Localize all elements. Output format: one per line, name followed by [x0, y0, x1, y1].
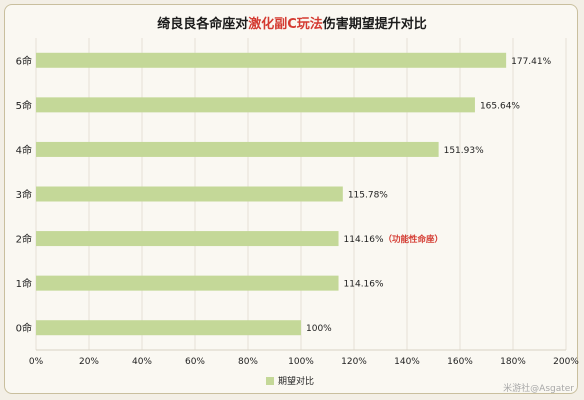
category-label: 0命: [16, 322, 32, 335]
category-label: 4命: [16, 143, 32, 156]
value-label: 151.93%: [444, 146, 484, 156]
value-label: 115.78%: [348, 191, 388, 201]
value-label: 114.16%: [344, 280, 384, 290]
x-tick-label: 0%: [29, 357, 44, 367]
legend-label: 期望对比: [278, 375, 314, 387]
watermark: 米游社@Asgater: [503, 384, 574, 394]
bar-annotation: （功能性命座）: [384, 234, 444, 245]
value-label: 114.16%: [344, 235, 384, 245]
category-label: 2命: [16, 233, 32, 246]
x-tick-label: 80%: [238, 357, 258, 367]
category-label: 1命: [16, 277, 32, 290]
category-label: 6命: [16, 54, 32, 67]
bar: [36, 52, 507, 68]
x-tick-label: 100%: [288, 357, 314, 367]
value-label: 100%: [306, 324, 332, 334]
value-label: 177.41%: [511, 57, 551, 67]
x-tick-label: 40%: [132, 357, 152, 367]
bar: [36, 186, 343, 202]
bar: [36, 141, 439, 157]
legend-swatch: [266, 377, 274, 385]
x-tick-label: 140%: [394, 357, 420, 367]
title-part-1: 绮良良各命座对: [157, 17, 249, 32]
x-tick-label: 20%: [79, 357, 99, 367]
category-label: 5命: [16, 99, 32, 112]
bar: [36, 320, 301, 336]
x-tick-label: 200%: [553, 357, 579, 367]
bar: [36, 231, 339, 247]
value-label: 165.64%: [480, 101, 520, 111]
x-tick-label: 120%: [341, 357, 367, 367]
chart-title: 绮良良各命座对激化副C玩法伤害期望提升对比: [5, 13, 579, 32]
x-tick-label: 60%: [185, 357, 205, 367]
x-tick-label: 160%: [447, 357, 473, 367]
category-label: 3命: [16, 188, 32, 201]
x-tick-label: 180%: [500, 357, 526, 367]
title-part-2: 伤害期望提升对比: [322, 17, 427, 32]
bar: [36, 97, 475, 113]
title-highlight: 激化副C玩法: [248, 17, 323, 32]
bar: [36, 275, 339, 291]
